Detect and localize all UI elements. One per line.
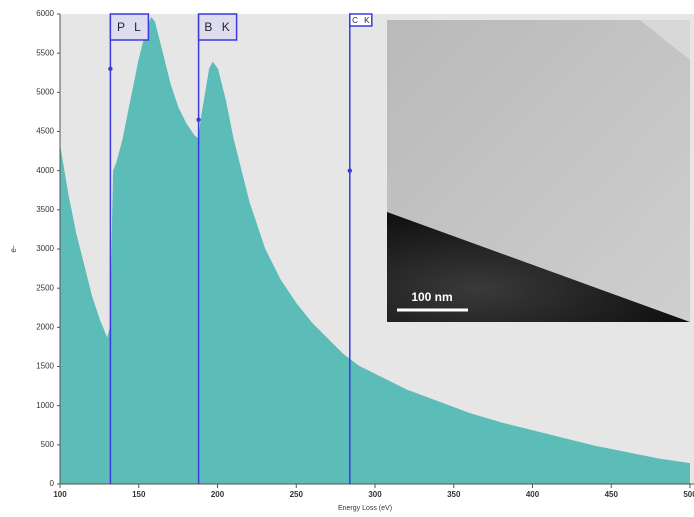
x-axis-label: Energy Loss (eV) [338,505,392,512]
x-tick-label: 300 [368,490,382,499]
x-tick-label: 500 [683,490,694,499]
edge-marker [108,66,113,72]
x-tick-label: 350 [447,490,461,499]
edge-label-box [349,13,373,27]
x-tick-label: 450 [605,490,619,499]
edge-marker [196,117,201,122]
y-tick-label: 1500 [36,362,54,371]
edge-label: P L [117,20,144,34]
y-tick-label: 3500 [36,205,54,214]
y-tick-label: 0 [50,479,55,488]
area-fill [60,17,690,485]
y-tick-label: 4000 [36,166,54,175]
y-tick-label: 5500 [36,48,54,57]
inset-image: 100 nm [387,20,690,322]
y-tick-label: 500 [41,440,55,449]
edge-label: C K [352,16,371,25]
x-tick-label: 100 [53,490,67,499]
x-tick-label: 400 [526,490,540,499]
y-tick-label: 5000 [36,87,54,96]
y-tick-label: 2500 [36,283,54,292]
edge-marker [347,168,352,173]
scale-bar-label: 100 nm [411,290,452,304]
edge-label-box [109,13,150,41]
x-tick-label: 250 [290,490,304,499]
y-tick-label: 2000 [36,322,54,331]
edge-label: B K [204,20,232,34]
area-line [59,16,691,465]
edge-label-box [197,13,238,41]
x-tick-label: 200 [211,490,225,499]
y-tick-label: 1000 [36,401,54,410]
y-tick-label: 4500 [36,127,54,136]
y-axis-label: e- [9,245,18,252]
y-tick-label: 3000 [36,244,54,253]
y-tick-label: 6000 [36,9,54,18]
x-tick-label: 150 [132,490,146,499]
